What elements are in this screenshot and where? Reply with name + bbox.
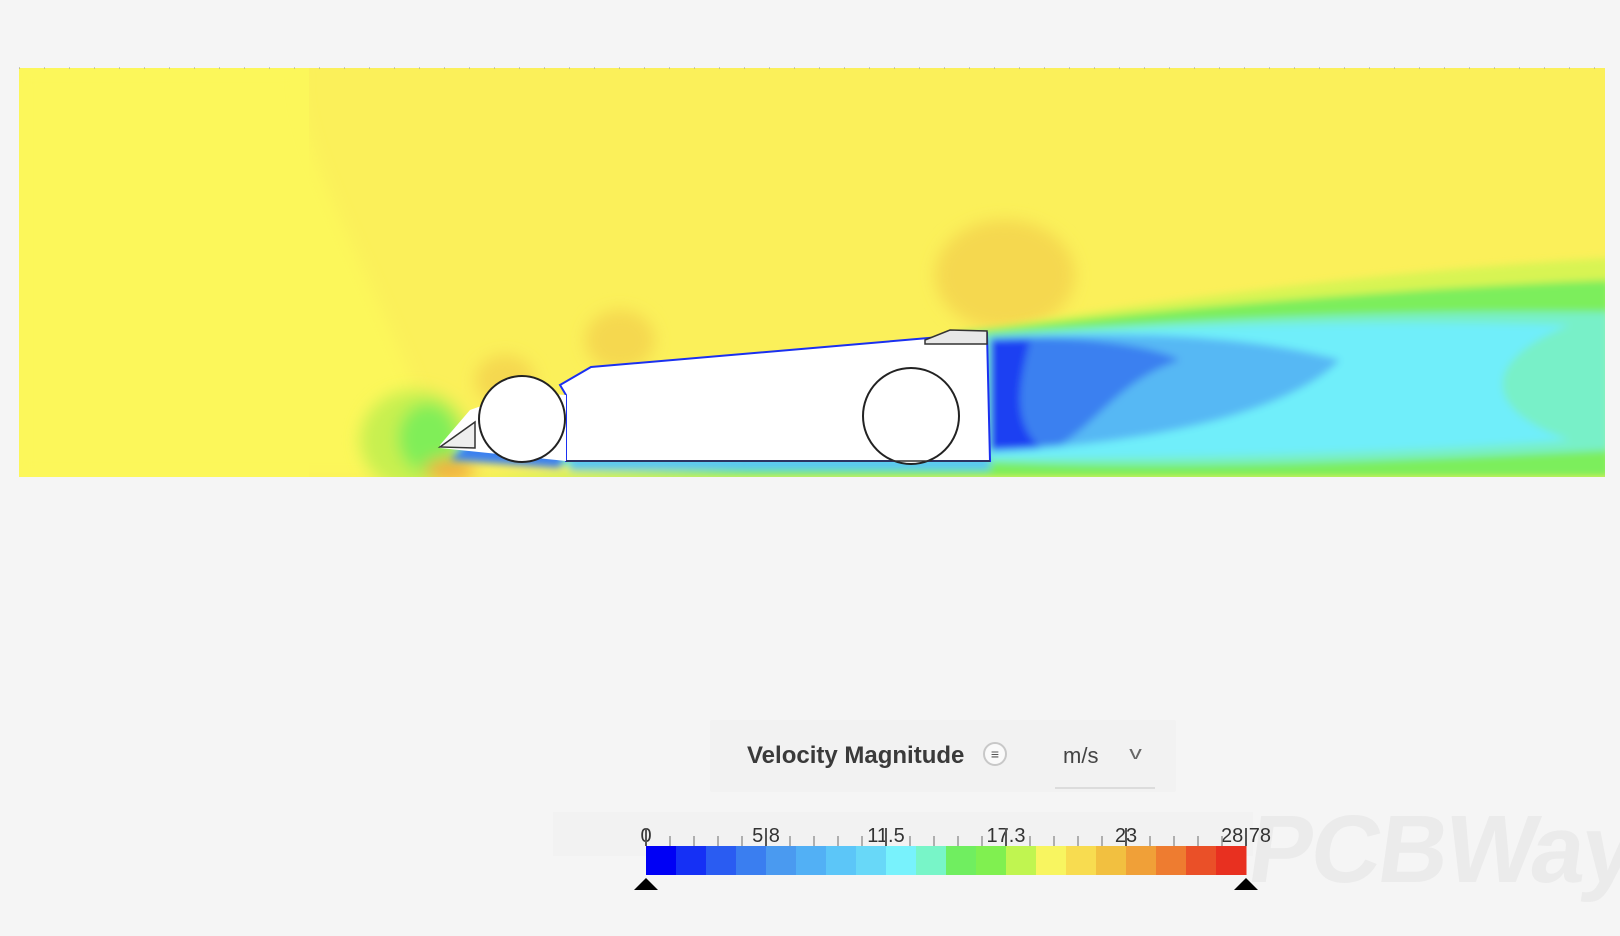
colorbar-segment [736,846,767,875]
colorbar-segment [1186,846,1217,875]
colorbar-segment [1216,846,1247,875]
watermark-logo: PCBWay [1242,796,1620,903]
colorbar-segment [886,846,917,875]
car-geometry [437,329,992,465]
unit-dropdown[interactable]: m/s v [1055,735,1155,789]
colorbar-segment [916,846,947,875]
colorbar-segment [976,846,1007,875]
colorbar-segment [856,846,887,875]
colorbar-segment [646,846,677,875]
stagnation-zone [935,220,1075,330]
unit-value: m/s [1063,743,1099,768]
colorbar-segment [1066,846,1097,875]
chevron-down-icon: v [1129,743,1142,763]
menu-lines-icon[interactable]: ≡ [983,742,1007,766]
colorbar [634,828,1258,890]
legend-title: Velocity Magnitude [747,742,965,769]
colorbar-segment [1096,846,1127,875]
colorbar-segment [1036,846,1067,875]
colorbar-segment [676,846,707,875]
colorbar-segment [766,846,797,875]
velocity-contour-plot[interactable] [0,0,1620,500]
colorbar-segment [826,846,857,875]
rear-wheel [862,367,960,465]
colorbar-segment [706,846,737,875]
colorbar-segment [796,846,827,875]
colorbar-segment [1006,846,1037,875]
front-wheel [478,375,566,463]
legend-panel [710,720,1176,792]
colorbar-segment [946,846,977,875]
colorbar-segment [1156,846,1187,875]
max-handle[interactable] [1234,878,1258,890]
colorbar-segment [1126,846,1157,875]
min-handle[interactable] [634,878,658,890]
